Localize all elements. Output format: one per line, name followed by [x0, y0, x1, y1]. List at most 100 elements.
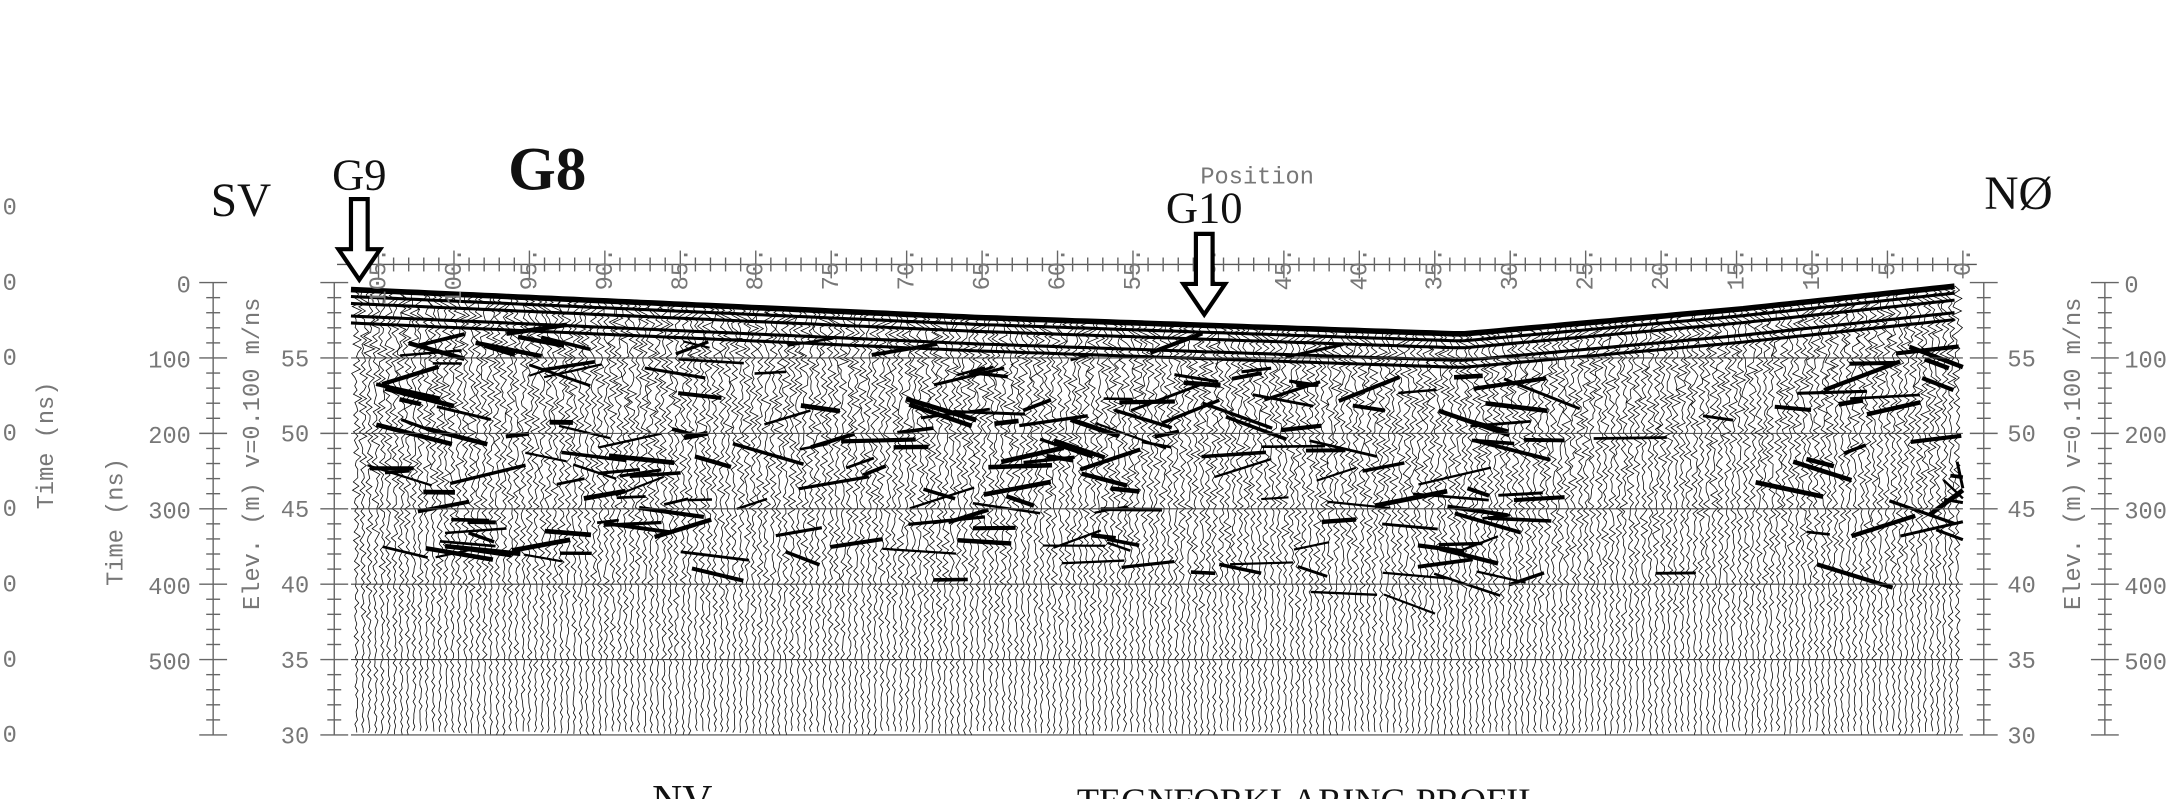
trace: [1414, 332, 1425, 734]
y-tick-label: 200: [148, 424, 191, 451]
trace: [773, 308, 787, 735]
reflector: [367, 464, 433, 487]
reflector: [1113, 408, 1173, 430]
axis-title: Time (ns): [34, 382, 61, 510]
trace: [880, 313, 895, 732]
trace: [1292, 328, 1304, 734]
trace: [1700, 311, 1715, 734]
x-tick-label: 30.: [1498, 248, 1525, 291]
trace: [1381, 331, 1393, 733]
trace: [1528, 327, 1541, 733]
trace: [1944, 286, 1957, 734]
reflector: [616, 495, 646, 500]
reflector: [1485, 401, 1548, 414]
reflector: [436, 405, 492, 421]
reflector: [933, 577, 968, 582]
trace: [1477, 331, 1491, 734]
trace: [1323, 329, 1336, 735]
reflector: [517, 334, 565, 348]
reflector: [1438, 408, 1511, 438]
trace: [1363, 330, 1375, 732]
trace: [780, 308, 792, 735]
reflector: [671, 427, 700, 439]
trace: [440, 293, 452, 733]
trace: [1683, 313, 1694, 732]
x-tick-label: 70.: [895, 248, 922, 291]
reflector: [1438, 541, 1483, 547]
y-tick-label: 40: [2007, 574, 2035, 601]
trace: [818, 310, 832, 733]
trace: [1157, 323, 1170, 734]
trace: [792, 309, 805, 732]
reflector: [1183, 380, 1221, 388]
trace: [1074, 320, 1087, 735]
reflector: [1090, 533, 1116, 541]
trace: [1893, 291, 1906, 735]
trace: [619, 301, 632, 733]
trace: [1542, 326, 1553, 732]
reflector: [1293, 541, 1330, 551]
reflector: [375, 422, 453, 447]
trace: [1578, 322, 1593, 733]
trace: [1386, 331, 1400, 733]
axis-title: Time (ns): [104, 458, 131, 586]
reflector: [694, 454, 732, 470]
trace: [843, 311, 857, 734]
trace: [1861, 295, 1874, 735]
reflector: [400, 349, 462, 357]
reflector: [1454, 511, 1522, 535]
trace: [1055, 320, 1068, 734]
trace: [857, 312, 869, 735]
marker-arrow: [1179, 231, 1230, 319]
reflector: [466, 548, 512, 558]
trace: [1662, 315, 1675, 734]
profile-title: G8: [508, 135, 586, 203]
edge-label: 0: [3, 723, 17, 750]
trace: [1112, 321, 1125, 732]
trace: [580, 299, 594, 735]
reflector: [1022, 398, 1052, 413]
trace: [710, 305, 722, 732]
y-tick-label: 500: [148, 650, 191, 677]
trace: [1299, 328, 1310, 734]
reflector: [1154, 429, 1180, 439]
reflector: [543, 363, 603, 379]
trace: [932, 315, 945, 734]
trace: [645, 302, 658, 734]
traces: [350, 283, 1965, 736]
reflector: [908, 402, 973, 429]
trace: [376, 290, 388, 734]
reflector: [1039, 437, 1094, 459]
edge-label: 0: [3, 497, 17, 524]
reflector: [629, 471, 681, 479]
trace: [1446, 333, 1459, 735]
trace: [651, 303, 664, 734]
trace: [1810, 300, 1822, 732]
trace: [1406, 332, 1419, 734]
reflector: [882, 547, 957, 555]
trace: [1643, 316, 1656, 735]
trace: [491, 295, 504, 735]
trace: [1734, 308, 1747, 731]
reflector: [426, 426, 488, 447]
y-tick-label: 100: [2124, 349, 2167, 376]
trace: [875, 312, 888, 731]
direction-left: SV: [211, 175, 271, 227]
reflector: [556, 477, 585, 486]
reflector: [1094, 505, 1128, 514]
reflector: [528, 367, 553, 377]
reflector: [1823, 359, 1901, 393]
reflector: [909, 486, 975, 510]
trace: [888, 313, 900, 732]
reflector: [1061, 559, 1125, 565]
reflector: [1439, 546, 1499, 566]
reflector: [1850, 393, 1920, 400]
trace: [1241, 326, 1254, 732]
y-tick-label: 50: [2007, 423, 2035, 450]
reflector: [608, 453, 675, 466]
trace: [1182, 324, 1197, 735]
trace: [741, 307, 753, 734]
trace: [1368, 331, 1382, 733]
reflector: [830, 537, 884, 549]
